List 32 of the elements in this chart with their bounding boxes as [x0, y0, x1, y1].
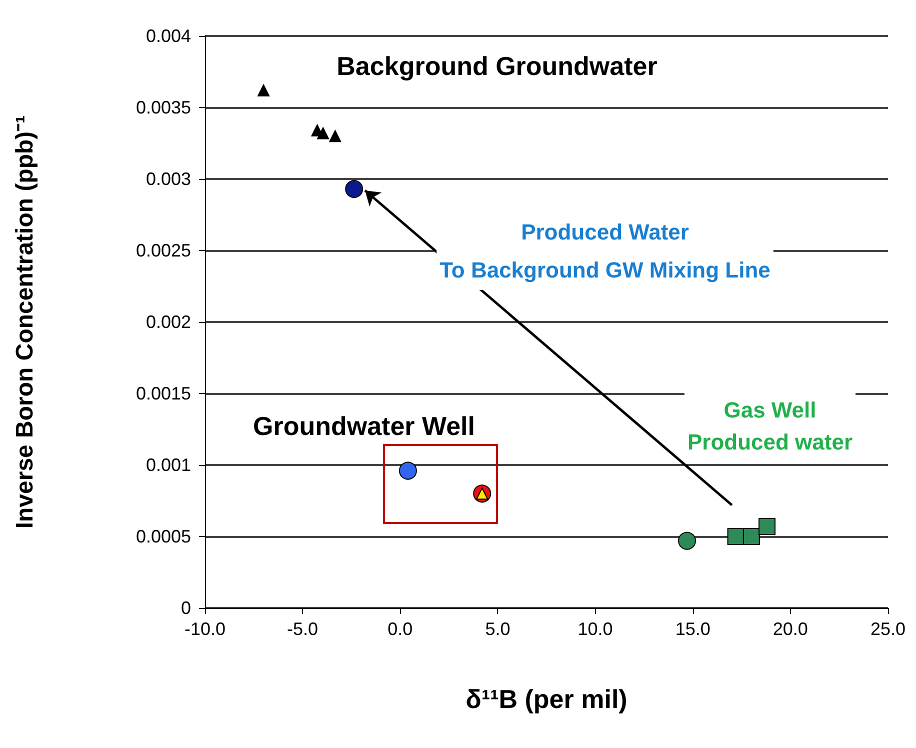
- y-tick-label: 0.004: [146, 26, 191, 46]
- y-tick-label: 0: [180, 598, 191, 618]
- annotation: Background Groundwater: [336, 51, 658, 81]
- point: [258, 84, 270, 96]
- y-tick-label: 0.001: [146, 455, 191, 475]
- x-tick-label: 20.0: [772, 619, 808, 639]
- point: [742, 528, 760, 545]
- point: [345, 180, 364, 198]
- point: [678, 532, 696, 550]
- x-tick-label: 15.0: [675, 619, 710, 639]
- y-tick-label: 0.0025: [136, 240, 191, 260]
- annotation: Gas Well Produced water: [687, 398, 853, 454]
- x-tick-label: -5.0: [287, 619, 318, 639]
- annotation: Produced Water To Background GW Mixing Line: [440, 220, 770, 282]
- x-tick-label: 10.0: [578, 619, 613, 639]
- point: [758, 518, 776, 535]
- y-tick-label: 0.0035: [136, 98, 191, 118]
- x-tick-label: 5.0: [485, 619, 510, 639]
- y-tick-label: 0.0015: [136, 384, 191, 404]
- y-tick-label: 0.003: [146, 169, 191, 189]
- point: [317, 127, 330, 140]
- y-axis-title: Inverse Boron Concentration (ppb)⁻¹: [12, 115, 38, 529]
- x-tick-label: -10.0: [184, 619, 226, 639]
- point: [398, 462, 417, 480]
- y-tick-label: 0.002: [146, 312, 191, 332]
- x-tick-label: 25.0: [870, 619, 906, 639]
- x-tick-label: 0.0: [388, 619, 413, 639]
- point: [329, 130, 342, 142]
- point: [727, 528, 744, 545]
- annotation: Groundwater Well: [253, 411, 475, 441]
- x-axis-title: δ¹¹B (per mil): [466, 684, 628, 714]
- y-tick-label: 0.0005: [136, 526, 191, 546]
